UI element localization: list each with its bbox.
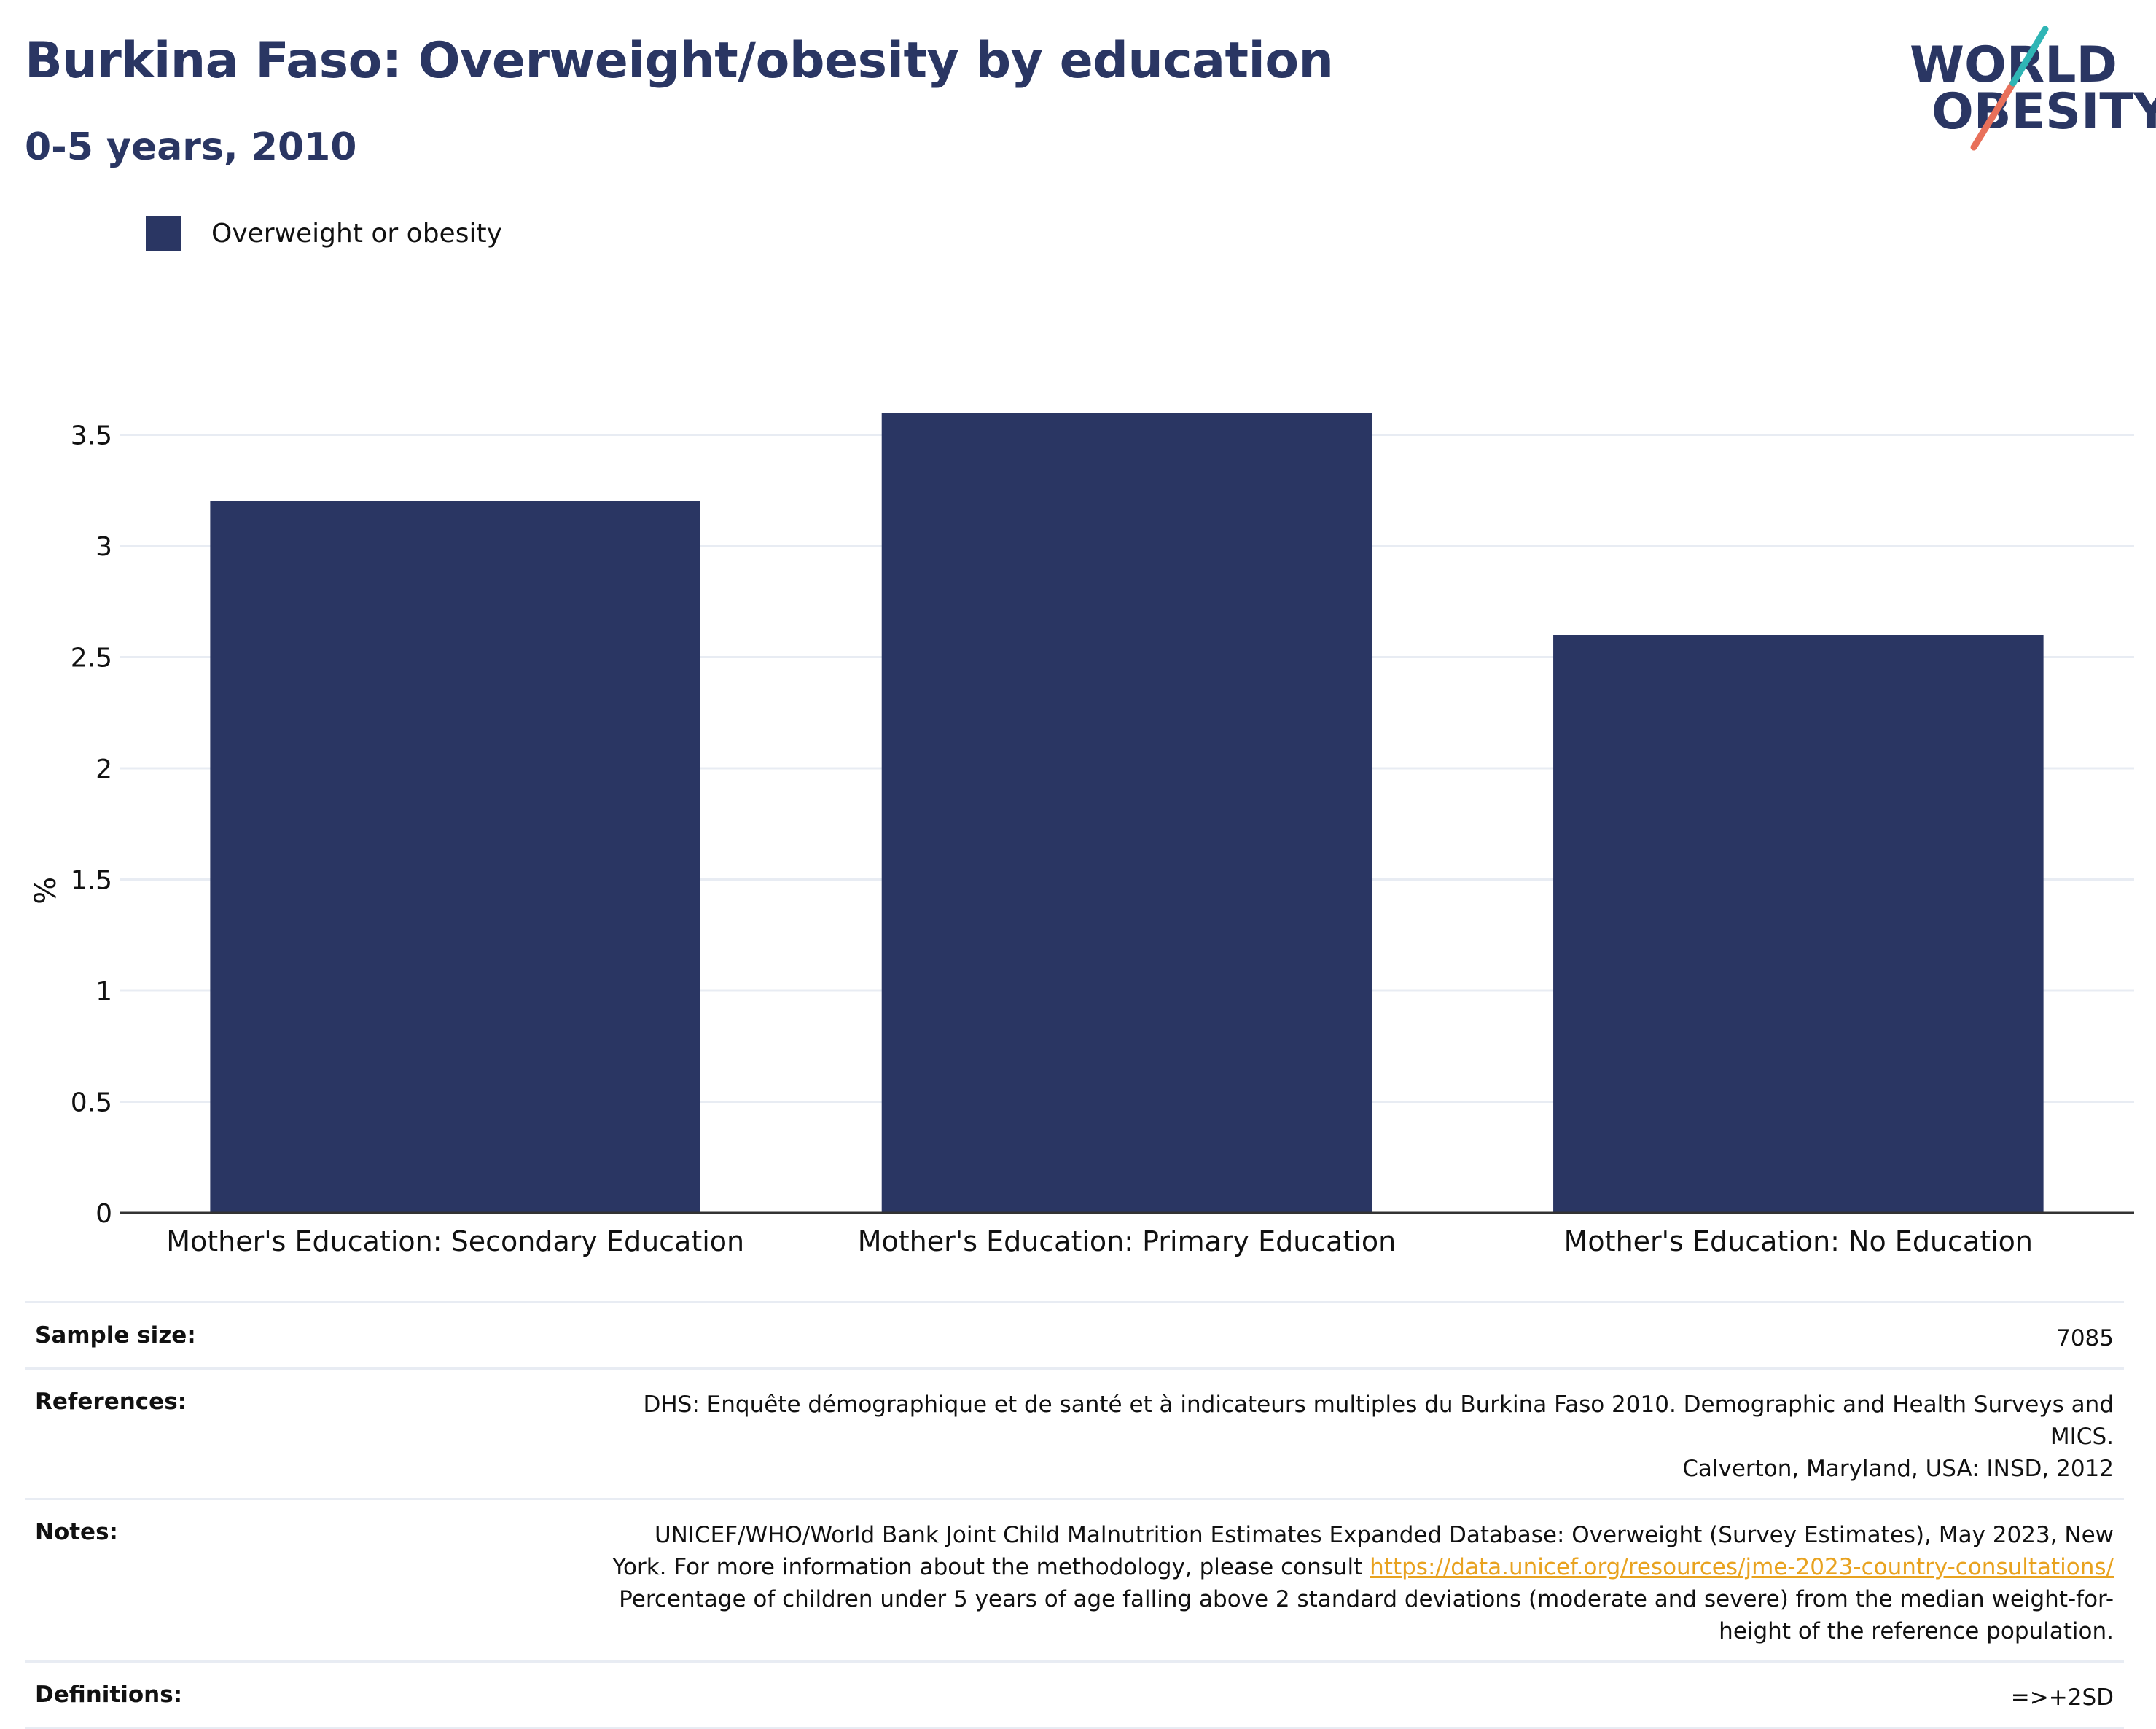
y-axis-title: % bbox=[29, 877, 63, 905]
references-row: References: DHS: Enquête démographique e… bbox=[25, 1367, 2124, 1498]
y-tick-label: 0 bbox=[95, 1199, 112, 1229]
legend-label: Overweight or obesity bbox=[211, 218, 502, 249]
notes-line: UNICEF/WHO/World Bank Joint Child Malnut… bbox=[654, 1522, 2114, 1549]
x-tick-label: Mother's Education: Secondary Education bbox=[166, 1225, 744, 1257]
x-tick-label: Mother's Education: No Education bbox=[1564, 1225, 2033, 1257]
references-label: References: bbox=[35, 1389, 187, 1416]
chart-subtitle: 0-5 years, 2010 bbox=[25, 125, 357, 169]
info-table: Sample size: 7085 References: DHS: Enquê… bbox=[25, 1301, 2124, 1729]
y-tick-label: 3 bbox=[95, 532, 112, 562]
references-line: DHS: Enquête démographique et de santé e… bbox=[643, 1392, 2114, 1451]
logo-slash-icon bbox=[1970, 26, 2049, 151]
notes-row: Notes: UNICEF/WHO/World Bank Joint Child… bbox=[25, 1498, 2124, 1660]
bar bbox=[881, 413, 1372, 1213]
notes-line: York. For more information about the met… bbox=[612, 1551, 2114, 1583]
bar-chart: 0 0.5 1 1.5 2 2.5 3 3.5 Mother's Education: Seco… bbox=[29, 413, 2134, 1257]
references-value: DHS: Enquête démographique et de santé e… bbox=[583, 1389, 2114, 1485]
chart-title: Burkina Faso: Overweight/obesity by educ… bbox=[25, 32, 1334, 90]
y-tick-label: 1 bbox=[95, 977, 112, 1007]
world-obesity-logo: WORLD OBESITY bbox=[1895, 20, 2156, 152]
y-tick-label: 3.5 bbox=[71, 421, 112, 451]
references-line: Calverton, Maryland, USA: INSD, 2012 bbox=[1682, 1456, 2114, 1483]
notes-line: Percentage of children under 5 years of … bbox=[619, 1586, 2114, 1613]
y-tick-label: 1.5 bbox=[71, 866, 112, 896]
definitions-row: Definitions: =>+2SD bbox=[25, 1660, 2124, 1729]
notes-label: Notes: bbox=[35, 1519, 118, 1546]
sample-size-label: Sample size: bbox=[35, 1322, 196, 1349]
y-tick-label: 2.5 bbox=[71, 644, 112, 674]
definitions-label: Definitions: bbox=[35, 1682, 183, 1709]
x-tick-label: Mother's Education: Primary Education bbox=[858, 1225, 1397, 1257]
sample-size-value: 7085 bbox=[2056, 1325, 2114, 1351]
sample-size-row: Sample size: 7085 bbox=[25, 1301, 2124, 1367]
y-tick-label: 2 bbox=[95, 754, 112, 784]
notes-line: height of the reference population. bbox=[1719, 1618, 2114, 1645]
logo-word-obesity: OBESITY bbox=[1932, 83, 2156, 141]
methodology-link[interactable]: https://data.unicef.org/resources/jme-20… bbox=[1370, 1554, 2114, 1581]
legend-swatch bbox=[146, 216, 181, 251]
bar bbox=[210, 501, 700, 1213]
chart-legend: Overweight or obesity bbox=[146, 216, 502, 251]
notes-value: UNICEF/WHO/World Bank Joint Child Malnut… bbox=[612, 1519, 2114, 1647]
notes-text: York. For more information about the met… bbox=[612, 1554, 1370, 1581]
bar bbox=[1553, 635, 2044, 1213]
definitions-value: =>+2SD bbox=[2010, 1685, 2114, 1712]
y-tick-label: 0.5 bbox=[71, 1088, 112, 1118]
